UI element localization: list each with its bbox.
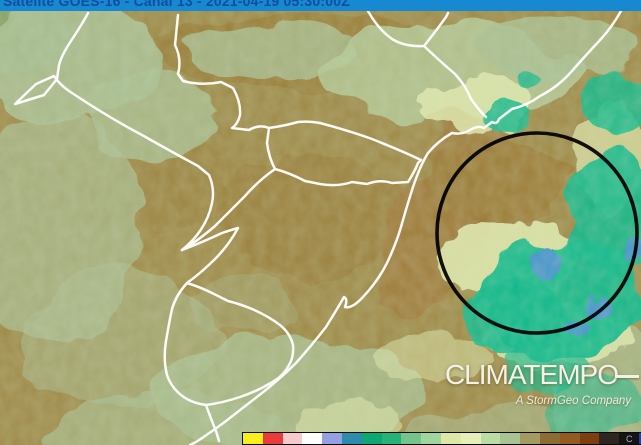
colorbar-segment [480, 433, 501, 444]
colorbar-segment [381, 433, 402, 444]
colorbar-segment [243, 433, 263, 444]
header-bar: Satélite GOES-16 - Canal 13 - 2021-04-19… [0, 0, 641, 11]
colorbar-segment [559, 433, 580, 444]
colorbar-segment [302, 433, 323, 444]
colorbar-segment [421, 433, 441, 444]
colorbar-segment [401, 433, 422, 444]
colorbar-segment [440, 433, 461, 444]
colorbar-segment [282, 433, 303, 444]
colorbar-unit-label: C [626, 434, 633, 444]
colorbar-segment [619, 433, 639, 444]
colorbar [242, 432, 641, 445]
brand-logo: CLIMATEMPO [445, 361, 639, 389]
colorbar-segment [500, 433, 521, 444]
colorbar-segment [341, 433, 362, 444]
cyclone-annotation-circle [435, 131, 639, 335]
satellite-map [0, 11, 641, 445]
colorbar-segment [460, 433, 481, 444]
cloud-texture-overlay [0, 11, 641, 445]
header-title: Satélite GOES-16 - Canal 13 - 2021-04-19… [3, 0, 350, 9]
logo-dash [615, 374, 639, 378]
colorbar-segment [539, 433, 560, 444]
state-borders [13, 11, 623, 445]
colorbar-segment [520, 433, 540, 444]
colorbar-segment [579, 433, 600, 444]
brand-tagline: A StormGeo Company [515, 395, 631, 407]
satellite-map-canvas [0, 11, 641, 445]
colorbar-segment [361, 433, 382, 444]
colorbar-segment [599, 433, 620, 444]
colorbar-segment [638, 433, 641, 444]
brand-logo-text: CLIMATEMPO [444, 359, 619, 390]
colorbar-segment [322, 433, 342, 444]
colorbar-segment [262, 433, 283, 444]
